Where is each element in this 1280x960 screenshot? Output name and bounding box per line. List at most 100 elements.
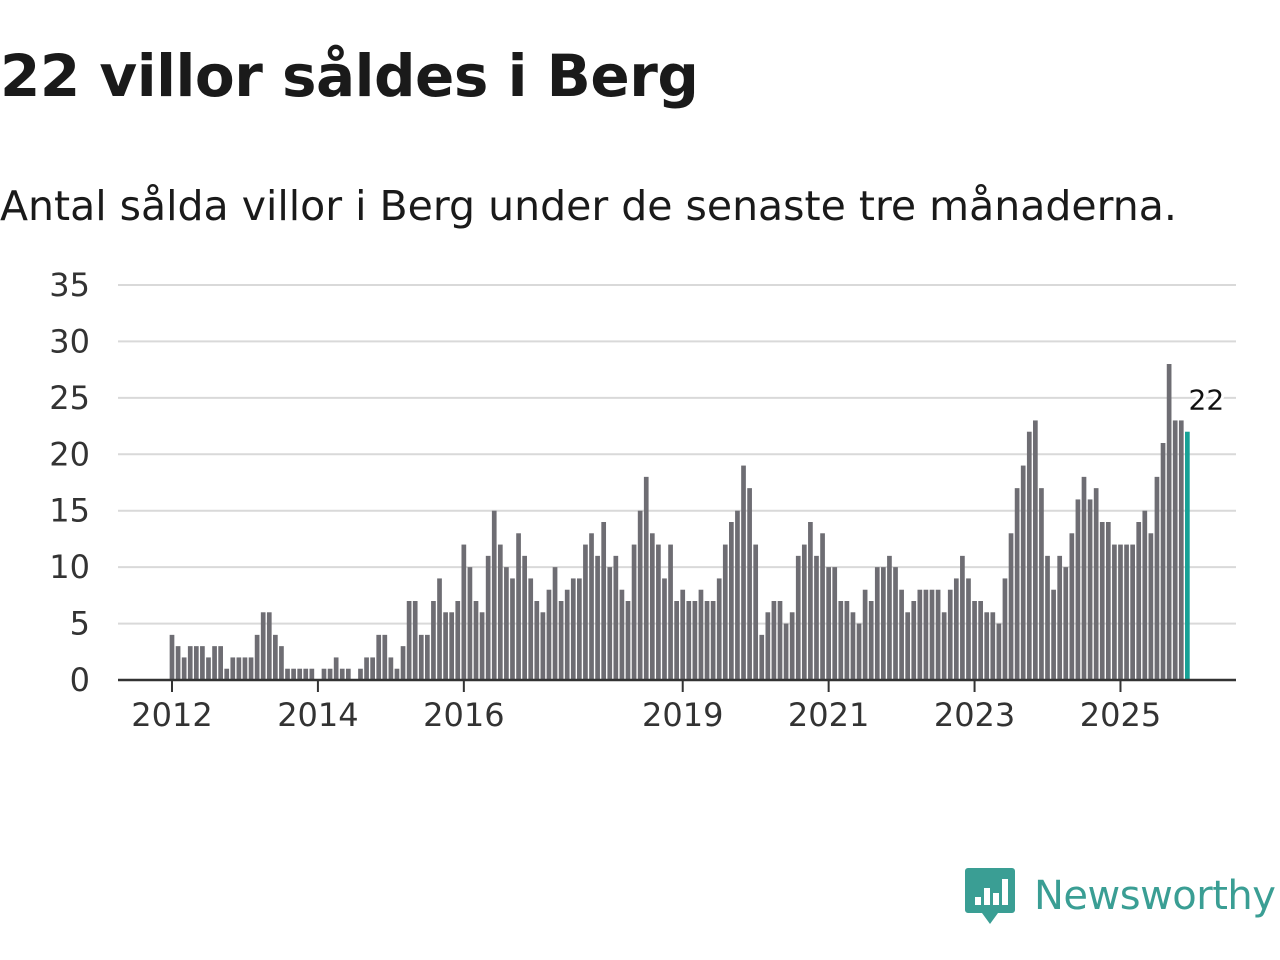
bar xyxy=(291,668,296,680)
y-tick-label: 30 xyxy=(49,322,90,360)
x-axis xyxy=(118,678,1236,692)
bar xyxy=(808,522,813,680)
bar xyxy=(662,578,667,680)
bar xyxy=(236,657,242,680)
bar xyxy=(820,533,825,680)
bar xyxy=(893,567,898,680)
bar xyxy=(923,589,929,680)
bar xyxy=(1166,364,1172,680)
bar xyxy=(285,668,290,680)
bar xyxy=(826,567,831,680)
bar xyxy=(856,623,862,680)
bar xyxy=(345,668,351,680)
highlight-value-label: 22 xyxy=(1189,384,1225,417)
bar xyxy=(230,657,236,680)
bar xyxy=(540,612,546,680)
bar xyxy=(771,601,777,680)
bar xyxy=(1069,533,1075,680)
gridlines xyxy=(118,284,1236,625)
x-tick-label: 2021 xyxy=(788,696,869,734)
bar xyxy=(400,646,406,680)
bar xyxy=(364,657,369,680)
bar xyxy=(698,589,704,680)
bar xyxy=(613,555,619,680)
bar xyxy=(431,601,436,680)
bar xyxy=(656,544,661,680)
bar xyxy=(181,657,187,680)
bar xyxy=(686,601,692,680)
bar xyxy=(546,589,552,680)
bar xyxy=(747,488,752,680)
brand-name: Newsworthy xyxy=(1034,873,1276,919)
bar xyxy=(838,601,844,680)
y-tick-label: 20 xyxy=(49,435,90,473)
x-tick-label: 2025 xyxy=(1080,696,1161,734)
bar xyxy=(996,623,1002,680)
bar xyxy=(741,465,746,680)
bar xyxy=(516,533,521,680)
bar xyxy=(905,612,911,680)
bar xyxy=(595,555,600,680)
bar xyxy=(455,601,461,680)
bar xyxy=(637,510,643,680)
bar xyxy=(388,657,394,680)
bar-highlight xyxy=(1185,431,1190,680)
bar xyxy=(218,646,223,680)
bar xyxy=(169,634,175,680)
bar xyxy=(1160,443,1166,680)
bar xyxy=(917,589,923,680)
x-tick-label: 2023 xyxy=(934,696,1015,734)
annotations: 22 xyxy=(1186,381,1228,420)
bars xyxy=(169,364,1190,680)
bar xyxy=(266,612,272,680)
chart-subtitle: Antal sålda villor i Berg under de senas… xyxy=(0,182,1177,230)
bar xyxy=(1002,578,1008,680)
bar xyxy=(333,657,339,680)
bar xyxy=(491,510,497,680)
bar xyxy=(175,646,181,680)
bar xyxy=(874,567,880,680)
bar xyxy=(200,646,205,680)
bar xyxy=(479,612,485,680)
bar xyxy=(1099,522,1105,680)
bar xyxy=(704,601,710,680)
bar xyxy=(327,668,333,680)
bar xyxy=(984,612,990,680)
bar xyxy=(649,533,655,680)
bar xyxy=(722,544,728,680)
bar xyxy=(1112,544,1117,680)
bar xyxy=(887,555,892,680)
bar xyxy=(631,544,637,680)
bar xyxy=(303,668,309,680)
bar xyxy=(881,567,886,680)
bar xyxy=(467,567,473,680)
bar xyxy=(552,567,558,680)
bar xyxy=(953,578,959,680)
bar xyxy=(212,646,217,680)
bar xyxy=(625,601,631,680)
x-tick-label: 2012 xyxy=(131,696,212,734)
bar xyxy=(443,612,448,680)
x-tick-label: 2019 xyxy=(642,696,723,734)
bar xyxy=(966,578,971,680)
bar xyxy=(868,601,874,680)
newsworthy-logo-icon xyxy=(965,868,1015,924)
bar xyxy=(911,601,917,680)
bar xyxy=(1118,544,1123,680)
bar xyxy=(978,601,983,680)
y-tick-label: 5 xyxy=(70,605,90,643)
bar xyxy=(668,544,673,680)
bar xyxy=(1087,499,1093,680)
bar xyxy=(309,668,315,680)
bar xyxy=(783,623,789,680)
bar xyxy=(1033,420,1038,680)
bar xyxy=(643,476,649,680)
x-tick-label: 2014 xyxy=(277,696,358,734)
x-tick-label: 2016 xyxy=(423,696,504,734)
y-tick-label: 0 xyxy=(70,661,90,699)
bar xyxy=(680,589,686,680)
bar xyxy=(425,634,430,680)
bar xyxy=(862,589,868,680)
bar xyxy=(1093,488,1099,680)
